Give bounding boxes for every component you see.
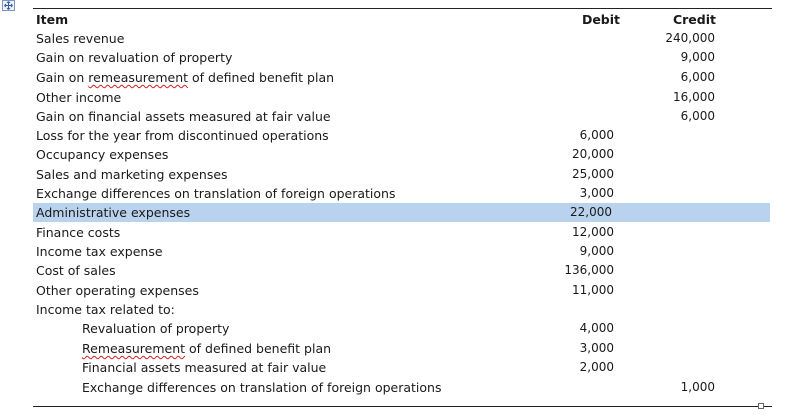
row-item-label: Gain on remeasurement of defined benefit…	[36, 68, 334, 87]
row-debit-value: 12,000	[572, 225, 614, 239]
row-item-label: Sales and marketing expenses	[36, 167, 228, 182]
row-item-label: Income tax expense	[36, 244, 163, 259]
row-debit-value: 4,000	[579, 321, 614, 335]
row-item-label: Other income	[36, 90, 122, 105]
row-debit-value: 6,000	[579, 128, 614, 142]
table-bottom-border	[33, 406, 772, 407]
four-arrows-icon	[4, 1, 13, 10]
row-item-label: Gain on revaluation of property	[36, 50, 233, 65]
table-row[interactable]: Other operating expenses 11,000	[33, 281, 772, 300]
row-debit-value: 11,000	[572, 283, 614, 297]
table-row[interactable]: Gain on remeasurement of defined benefit…	[33, 68, 772, 87]
row-debit-value: 3,000	[579, 341, 614, 355]
row-debit-value: 20,000	[572, 147, 614, 161]
row-debit-value: 22,000	[570, 205, 612, 219]
table-row[interactable]: Administrative expenses 22,000	[33, 203, 770, 222]
row-item-label: Remeasurement of defined benefit plan	[82, 339, 331, 358]
table-row[interactable]: Income tax related to:	[33, 300, 772, 319]
table-row[interactable]: Sales revenue 240,000	[33, 29, 772, 48]
row-item-label: Loss for the year from discontinued oper…	[36, 128, 329, 143]
row-item-label: Income tax related to:	[36, 302, 175, 317]
table-row[interactable]: Revaluation of property 4,000	[33, 319, 772, 338]
row-debit-value: 3,000	[579, 186, 614, 200]
table-move-handle[interactable]	[2, 0, 15, 11]
table-row[interactable]: Financial assets measured at fair value 2…	[33, 358, 772, 377]
spellcheck-flagged-word[interactable]: remeasurement	[88, 70, 189, 85]
table-header-row: Item Debit Credit	[33, 10, 772, 29]
table-row[interactable]: Finance costs 12,000	[33, 223, 772, 242]
row-item-label: Financial assets measured at fair value	[82, 360, 327, 375]
table-row[interactable]: Gain on financial assets measured at fai…	[33, 107, 772, 126]
row-credit-value: 6,000	[680, 109, 715, 123]
row-item-label: Exchange differences on translation of f…	[82, 380, 442, 395]
row-item-label-part: of defined benefit plan	[185, 341, 332, 356]
table-row[interactable]: Exchange differences on translation of f…	[33, 378, 772, 397]
row-debit-value: 136,000	[564, 263, 614, 277]
table-row[interactable]: Exchange differences on translation of f…	[33, 184, 772, 203]
table-row[interactable]: Income tax expense 9,000	[33, 242, 772, 261]
row-item-label: Finance costs	[36, 225, 121, 240]
spellcheck-flagged-word[interactable]: Remeasurement	[82, 341, 186, 356]
row-debit-value: 2,000	[579, 360, 614, 374]
row-credit-value: 240,000	[665, 31, 715, 45]
row-item-label: Gain on financial assets measured at fai…	[36, 109, 331, 124]
row-debit-value: 25,000	[572, 167, 614, 181]
header-credit: Credit	[672, 12, 716, 27]
table-row[interactable]: Cost of sales 136,000	[33, 261, 772, 280]
table-resize-handle[interactable]	[758, 403, 764, 409]
row-credit-value: 6,000	[680, 70, 715, 84]
row-item-label: Administrative expenses	[36, 205, 191, 220]
table-row[interactable]: Sales and marketing expenses 25,000	[33, 165, 772, 184]
row-item-label-part: of defined benefit plan	[188, 70, 335, 85]
table-row[interactable]: Gain on revaluation of property 9,000	[33, 48, 772, 67]
header-debit: Debit	[581, 12, 620, 27]
table-top-border	[33, 8, 772, 9]
table-row[interactable]: Remeasurement of defined benefit plan 3,0…	[33, 339, 772, 358]
row-debit-value: 9,000	[579, 244, 614, 258]
row-item-label: Sales revenue	[36, 31, 125, 46]
row-item-label: Other operating expenses	[36, 283, 199, 298]
row-item-label: Exchange differences on translation of f…	[36, 186, 396, 201]
row-item-label: Cost of sales	[36, 263, 116, 278]
row-credit-value: 9,000	[680, 50, 715, 64]
row-item-label: Revaluation of property	[82, 321, 230, 336]
table-row[interactable]: Other income 16,000	[33, 88, 772, 107]
row-credit-value: 1,000	[680, 380, 715, 394]
table-row[interactable]: Occupancy expenses 20,000	[33, 145, 772, 164]
header-item: Item	[36, 12, 69, 27]
row-credit-value: 16,000	[673, 90, 715, 104]
row-item-label-part: Gain on	[36, 70, 89, 85]
table-row[interactable]: Loss for the year from discontinued oper…	[33, 126, 772, 145]
row-item-label: Occupancy expenses	[36, 147, 169, 162]
